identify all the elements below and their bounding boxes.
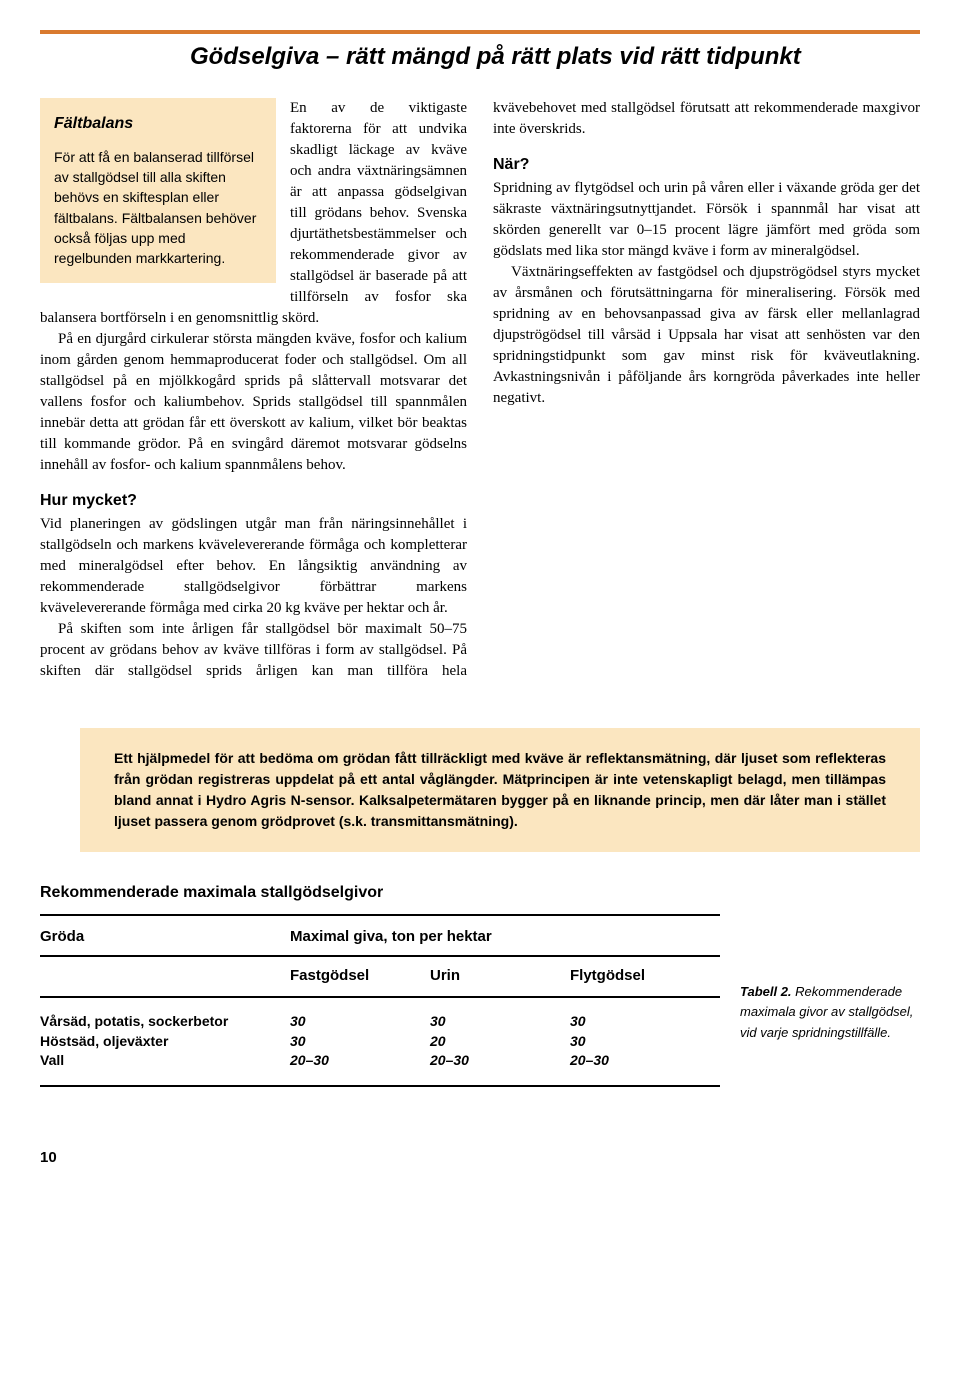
groda-cell: Höstsäd, oljeväxter bbox=[40, 1032, 290, 1052]
col-group: Maximal giva, ton per hektar bbox=[290, 926, 492, 947]
sidebar-text: För att få en balanserad tillförsel av s… bbox=[54, 147, 262, 269]
val-cell: 20–30 bbox=[570, 1051, 710, 1071]
val-cell: 30 bbox=[290, 1012, 430, 1032]
table-body: Vårsäd, potatis, sockerbetor 30 30 30 Hö… bbox=[40, 998, 720, 1087]
heading-hur-mycket: Hur mycket? bbox=[40, 490, 467, 512]
subcol-flytgodsel: Flytgödsel bbox=[570, 965, 710, 986]
subcol-urin: Urin bbox=[430, 965, 570, 986]
recommendations-table: Rekommenderade maximala stallgödselgivor… bbox=[40, 882, 720, 1087]
table-row: Höstsäd, oljeväxter 30 20 30 bbox=[40, 1032, 720, 1052]
table-header-row: Gröda Maximal giva, ton per hektar bbox=[40, 926, 720, 955]
val-cell: 30 bbox=[290, 1032, 430, 1052]
table-row: Vall 20–30 20–30 20–30 bbox=[40, 1051, 720, 1071]
table-subheader-row: Fastgödsel Urin Flytgödsel bbox=[40, 955, 720, 998]
table-title: Rekommenderade maximala stallgödselgivor bbox=[40, 882, 720, 916]
val-cell: 20 bbox=[430, 1032, 570, 1052]
sidebar-heading: Fältbalans bbox=[54, 112, 262, 135]
val-cell: 30 bbox=[570, 1012, 710, 1032]
page-title: Gödselgiva – rätt mängd på rätt plats vi… bbox=[40, 40, 920, 74]
body-p3: Vid planeringen av gödslingen utgår man … bbox=[40, 514, 467, 619]
val-cell: 30 bbox=[570, 1032, 710, 1052]
val-cell: 30 bbox=[430, 1012, 570, 1032]
table-caption: Tabell 2. Rekommenderade maximala givor … bbox=[740, 882, 920, 1044]
table-row: Vårsäd, potatis, sockerbetor 30 30 30 bbox=[40, 1012, 720, 1032]
groda-cell: Vårsäd, potatis, sockerbetor bbox=[40, 1012, 290, 1032]
heading-nar: När? bbox=[493, 154, 920, 176]
caption-lead: Tabell 2. bbox=[740, 984, 792, 999]
subcol-fastgodsel: Fastgödsel bbox=[290, 965, 430, 986]
info-box: Ett hjälpmedel för att bedöma om grödan … bbox=[80, 728, 920, 852]
val-cell: 20–30 bbox=[430, 1051, 570, 1071]
body-p5: Spridning av flytgödsel och urin på våre… bbox=[493, 178, 920, 262]
body-columns: Fältbalans För att få en balanserad till… bbox=[40, 98, 920, 688]
groda-cell: Vall bbox=[40, 1051, 290, 1071]
val-cell: 20–30 bbox=[290, 1051, 430, 1071]
body-p2: På en djurgård cirkulerar största mängde… bbox=[40, 329, 467, 476]
sidebar-box: Fältbalans För att få en balanserad till… bbox=[40, 98, 276, 283]
body-p6: Växtnäringseffekten av fastgödsel och dj… bbox=[493, 262, 920, 409]
col-groda: Gröda bbox=[40, 926, 290, 947]
page-number: 10 bbox=[40, 1147, 920, 1168]
